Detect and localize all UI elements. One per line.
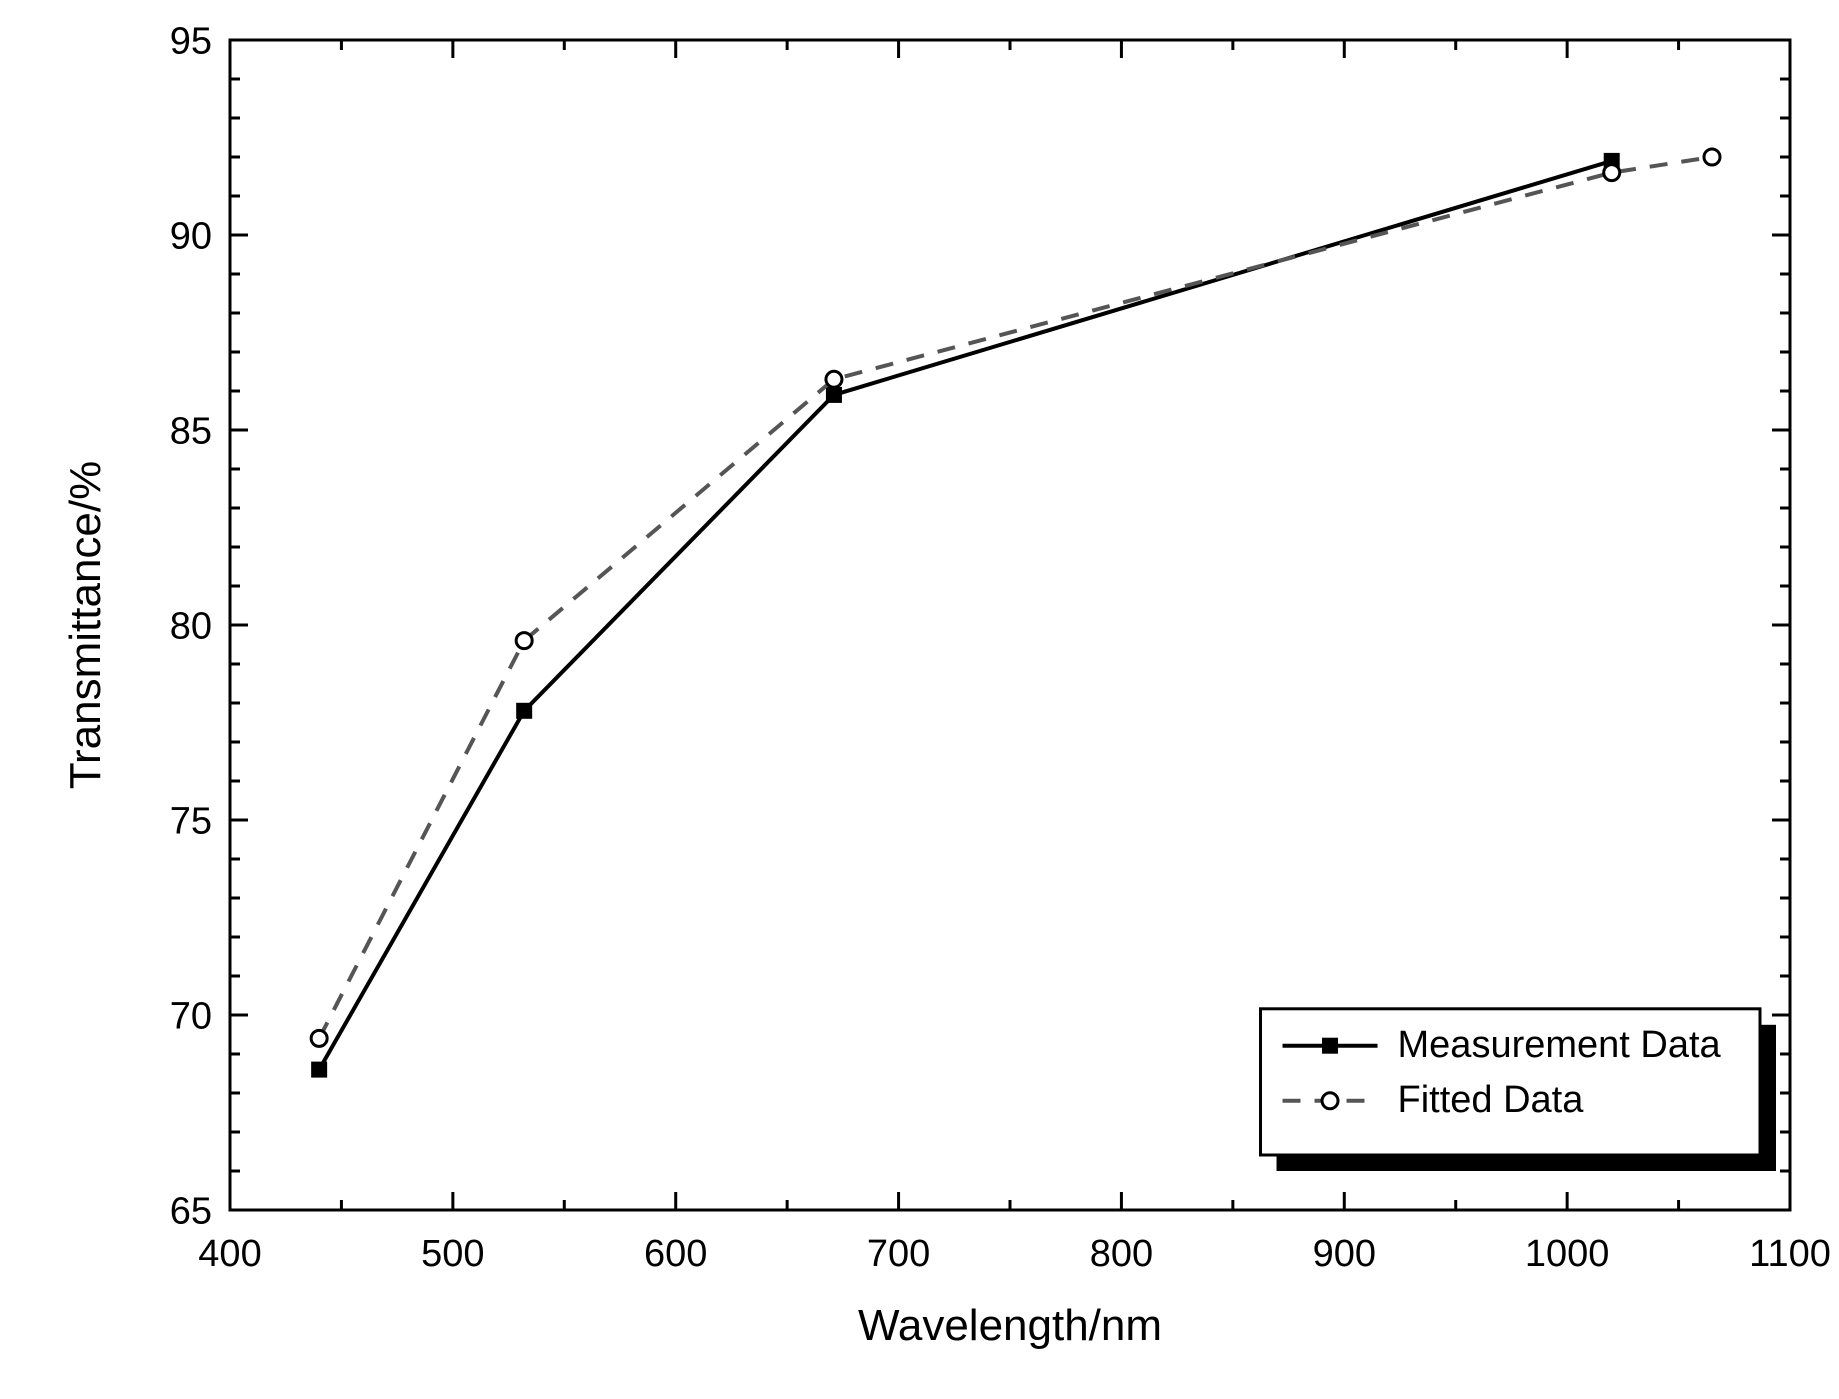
series-marker-1 <box>826 371 842 387</box>
legend-sample-marker-1 <box>1322 1093 1338 1109</box>
x-axis-label: Wavelength/nm <box>858 1301 1162 1350</box>
series-marker-0 <box>517 704 531 718</box>
x-tick-label: 1000 <box>1525 1233 1610 1275</box>
chart-svg: 400 500 600 700 800 900 1000 1100 65 70 75 80 85 90 95… <box>0 0 1839 1399</box>
y-tick-label: 75 <box>170 800 212 842</box>
series-marker-1 <box>516 633 532 649</box>
y-tick-label: 90 <box>170 215 212 257</box>
series-marker-0 <box>312 1063 326 1077</box>
y-tick-label: 85 <box>170 410 212 452</box>
series-marker-1 <box>1704 149 1720 165</box>
legend-label-0: Measurement Data <box>1398 1024 1722 1066</box>
y-tick-label: 95 <box>170 20 212 62</box>
x-tick-label: 700 <box>867 1233 930 1275</box>
transmittance-chart: 400 500 600 700 800 900 1000 1100 65 70 75 80 85 90 95… <box>0 0 1839 1399</box>
y-tick-label: 70 <box>170 995 212 1037</box>
series-marker-1 <box>1604 165 1620 181</box>
y-tick-label: 80 <box>170 605 212 647</box>
x-tick-label: 400 <box>198 1233 261 1275</box>
legend-label-1: Fitted Data <box>1398 1079 1585 1121</box>
x-tick-label: 500 <box>421 1233 484 1275</box>
series-marker-0 <box>827 388 841 402</box>
legend-sample-marker-0 <box>1323 1039 1337 1053</box>
x-tick-label: 800 <box>1090 1233 1153 1275</box>
x-tick-label: 1100 <box>1749 1233 1831 1275</box>
y-tick-label: 65 <box>170 1190 212 1232</box>
series-marker-1 <box>311 1030 327 1046</box>
x-tick-label: 900 <box>1313 1233 1376 1275</box>
y-axis-label: Transmittance/% <box>61 461 110 789</box>
x-tick-label: 600 <box>644 1233 707 1275</box>
